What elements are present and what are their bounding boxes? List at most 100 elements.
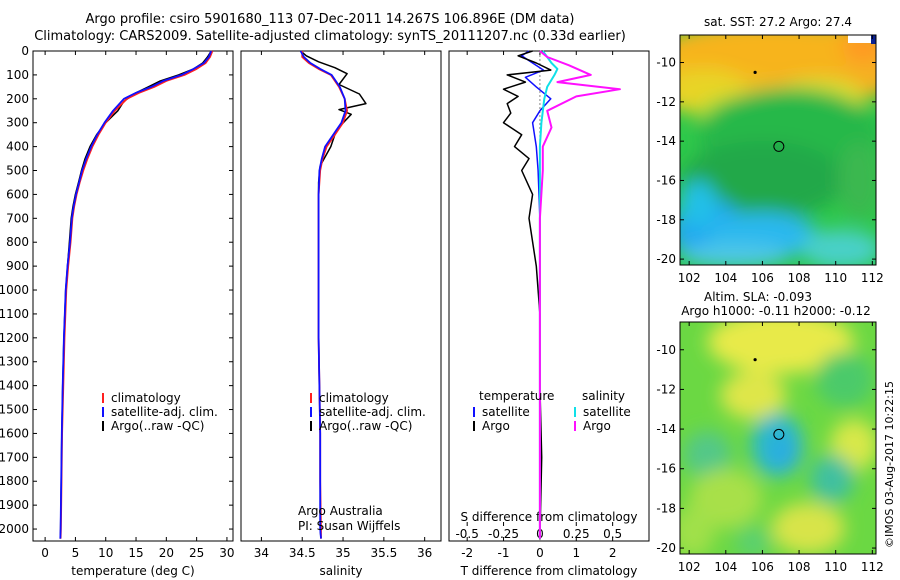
x-axis-label: T difference from climatology [460,564,638,578]
y-tick-label: 1100 [0,307,29,321]
x2-tick-label: -0.5 [455,527,478,541]
previous-location-marker [753,358,757,362]
map-x-tick-label: 104 [714,271,737,285]
x-tick-label: 20 [159,546,174,560]
y-tick-label: 1400 [0,379,29,393]
map-y-tick-label: -18 [656,213,676,227]
field-patch [734,526,772,554]
map-y-tick-label: -12 [656,382,676,396]
map-y-tick-label: -10 [656,343,676,357]
map-y-tick-label: -16 [656,173,676,187]
map-1-title: sat. SST: 27.2 Argo: 27.4 [704,15,852,29]
y-tick-label: 1000 [0,283,29,297]
legend-entry: satellite [482,405,530,419]
map-x-tick-label: 112 [861,271,884,285]
map-y-tick-label: -14 [656,422,676,436]
y-tick-label: 1600 [0,426,29,440]
argo-location-marker [773,428,785,440]
field-patch [680,35,876,77]
field-patch [680,506,715,554]
field-patch [771,502,845,554]
field-patch [720,371,787,420]
y-tick-label: 1800 [0,474,29,488]
y-tick-label: 1900 [0,498,29,512]
legend-entry: satellite-adj. clim. [111,405,218,419]
x-tick-label: 36 [417,546,432,560]
legend-header-temperature: temperature [479,389,554,403]
map-frame [679,34,877,266]
x-tick-label: 1 [572,546,580,560]
y-tick-label: 800 [6,235,29,249]
map-x-tick-label: 102 [678,560,701,574]
y-tick-label: 1300 [0,355,29,369]
field-patch [767,435,801,471]
y-tick-label: 0 [21,44,29,58]
map-1-field [680,35,876,265]
chart-title-line1: Argo profile: csiro 5901680_113 07-Dec-2… [85,12,575,27]
chart-title-line2: Climatology: CARS2009. Satellite-adjuste… [34,29,626,44]
x-axis-label: salinity [319,564,362,578]
map-x-tick-label: 108 [788,560,811,574]
map-y-tick-label: -20 [656,252,676,266]
x-tick-label: 10 [98,546,113,560]
map-y-tick-label: -14 [656,134,676,148]
x-tick-label: 0 [536,546,544,560]
y-tick-label: 400 [6,140,29,154]
x-tick-label: 34 [254,546,269,560]
map-y-tick-label: -12 [656,95,676,109]
map-x-tick-label: 110 [824,271,847,285]
series-line-salinity-argo [538,50,621,539]
field-patch [680,180,717,228]
legend-entry: Argo(..raw -QC) [111,419,204,433]
map-x-tick-label: 108 [788,271,811,285]
corner-patch [871,35,876,44]
map-x-tick-label: 102 [678,271,701,285]
plot-frame-2 [240,50,442,542]
map-y-tick-label: -18 [656,501,676,515]
x2-tick-label: 0.5 [603,527,622,541]
y-tick-label: 700 [6,211,29,225]
y-tick-label: 100 [6,68,29,82]
map-y-tick-label: -20 [656,541,676,555]
legend-entry: satellite [583,405,631,419]
series-line-temperature-satellite [520,50,552,539]
x-tick-label: 35.5 [370,546,397,560]
legend-entry: climatology [319,391,389,405]
field-patch [680,141,845,220]
plot-frame-1 [32,50,234,542]
x-tick-label: 2 [609,546,617,560]
series-line-climatology [59,50,214,539]
field-patch [810,454,855,503]
map-2-title-line1: Altim. SLA: -0.093 [704,290,812,304]
argo-location-marker [773,140,785,152]
footer-credit: ©IMOS 03-Aug-2017 10:22:15 [883,381,896,548]
land-mask [848,35,876,43]
field-patch [800,229,876,265]
x2-tick-label: 0.25 [563,527,590,541]
y-tick-label: 1700 [0,450,29,464]
legend-header-salinity: salinity [582,389,625,403]
map-2-title-line2: Argo h1000: -0.11 h2000: -0.12 [681,304,871,318]
x2-axis-label: S difference from climatology [461,510,638,524]
x-tick-label: 35 [335,546,350,560]
field-patch [707,322,854,374]
series-line-salinity-satellite [538,50,559,539]
x-tick-label: -1 [498,546,510,560]
plot-frame-3 [448,50,650,542]
y-tick-label: 900 [6,259,29,273]
field-patch [683,431,732,479]
legend-entry: Argo [583,419,611,433]
y-tick-label: 600 [6,187,29,201]
map-y-tick-label: -16 [656,462,676,476]
y-tick-label: 200 [6,92,29,106]
previous-location-marker [753,70,757,74]
field-patch [680,243,790,265]
x-tick-label: 15 [128,546,143,560]
y-tick-label: 1500 [0,403,29,417]
field-patch [815,351,875,408]
y-tick-label: 300 [6,116,29,130]
x-tick-label: 25 [189,546,204,560]
series-line-satellite [299,50,347,539]
series-line-argo [59,50,212,539]
